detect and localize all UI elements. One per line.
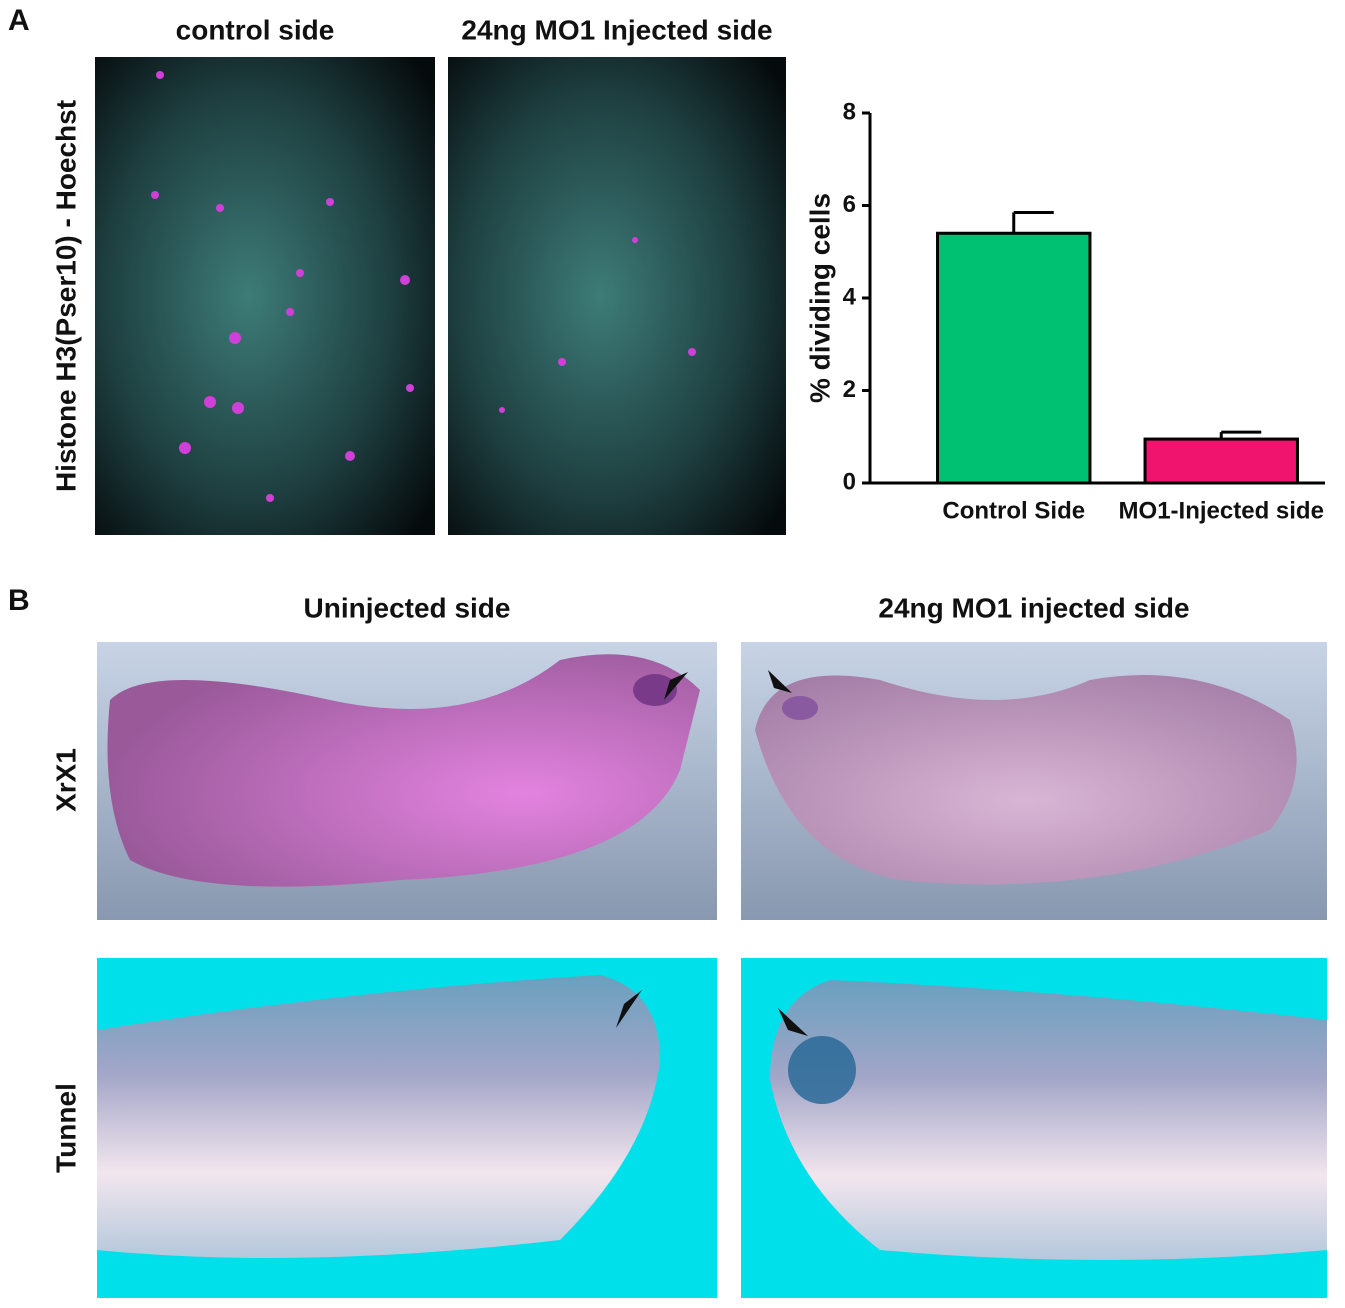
row-label: Tunnel [50, 1083, 81, 1173]
y-tick-label: 0 [843, 468, 856, 495]
row-label: Histone H3(Pser10) - Hoechst [50, 100, 81, 492]
y-tick-label: 2 [843, 376, 856, 403]
bar [936, 231, 1092, 485]
y-tick-label: 8 [843, 98, 856, 125]
column-title: 24ng MO1 injected side [878, 592, 1189, 623]
y-tick-label: 6 [843, 191, 856, 218]
column-title: Uninjected side [304, 592, 511, 623]
embryo [107, 654, 700, 887]
arrowhead [768, 670, 792, 693]
arrowhead [616, 990, 642, 1028]
stained-nuclei [151, 71, 696, 502]
embryo [755, 675, 1297, 885]
bar [1143, 437, 1299, 485]
stain [633, 674, 677, 706]
row-label: XrX1 [50, 748, 81, 812]
x-tick-label: Control Side [942, 497, 1085, 524]
image-title: control side [176, 14, 335, 45]
image-title: 24ng MO1 Injected side [461, 14, 772, 45]
micrograph [448, 57, 786, 535]
bar-chart: % dividing cells 0 2 4 6 8 Control Side MO1-In… [804, 98, 1325, 524]
stain [788, 1036, 856, 1104]
panel-label: A [8, 4, 30, 37]
arrowhead [664, 672, 688, 700]
micrograph [95, 57, 435, 535]
y-axis-label: % dividing cells [804, 193, 835, 403]
embryo [97, 975, 660, 1258]
arrowhead [778, 1008, 808, 1036]
panel-label: B [8, 584, 30, 617]
x-tick-label: MO1-Injected side [1119, 497, 1324, 524]
stain [782, 696, 818, 720]
embryo [770, 980, 1327, 1260]
y-tick-label: 4 [843, 283, 857, 310]
